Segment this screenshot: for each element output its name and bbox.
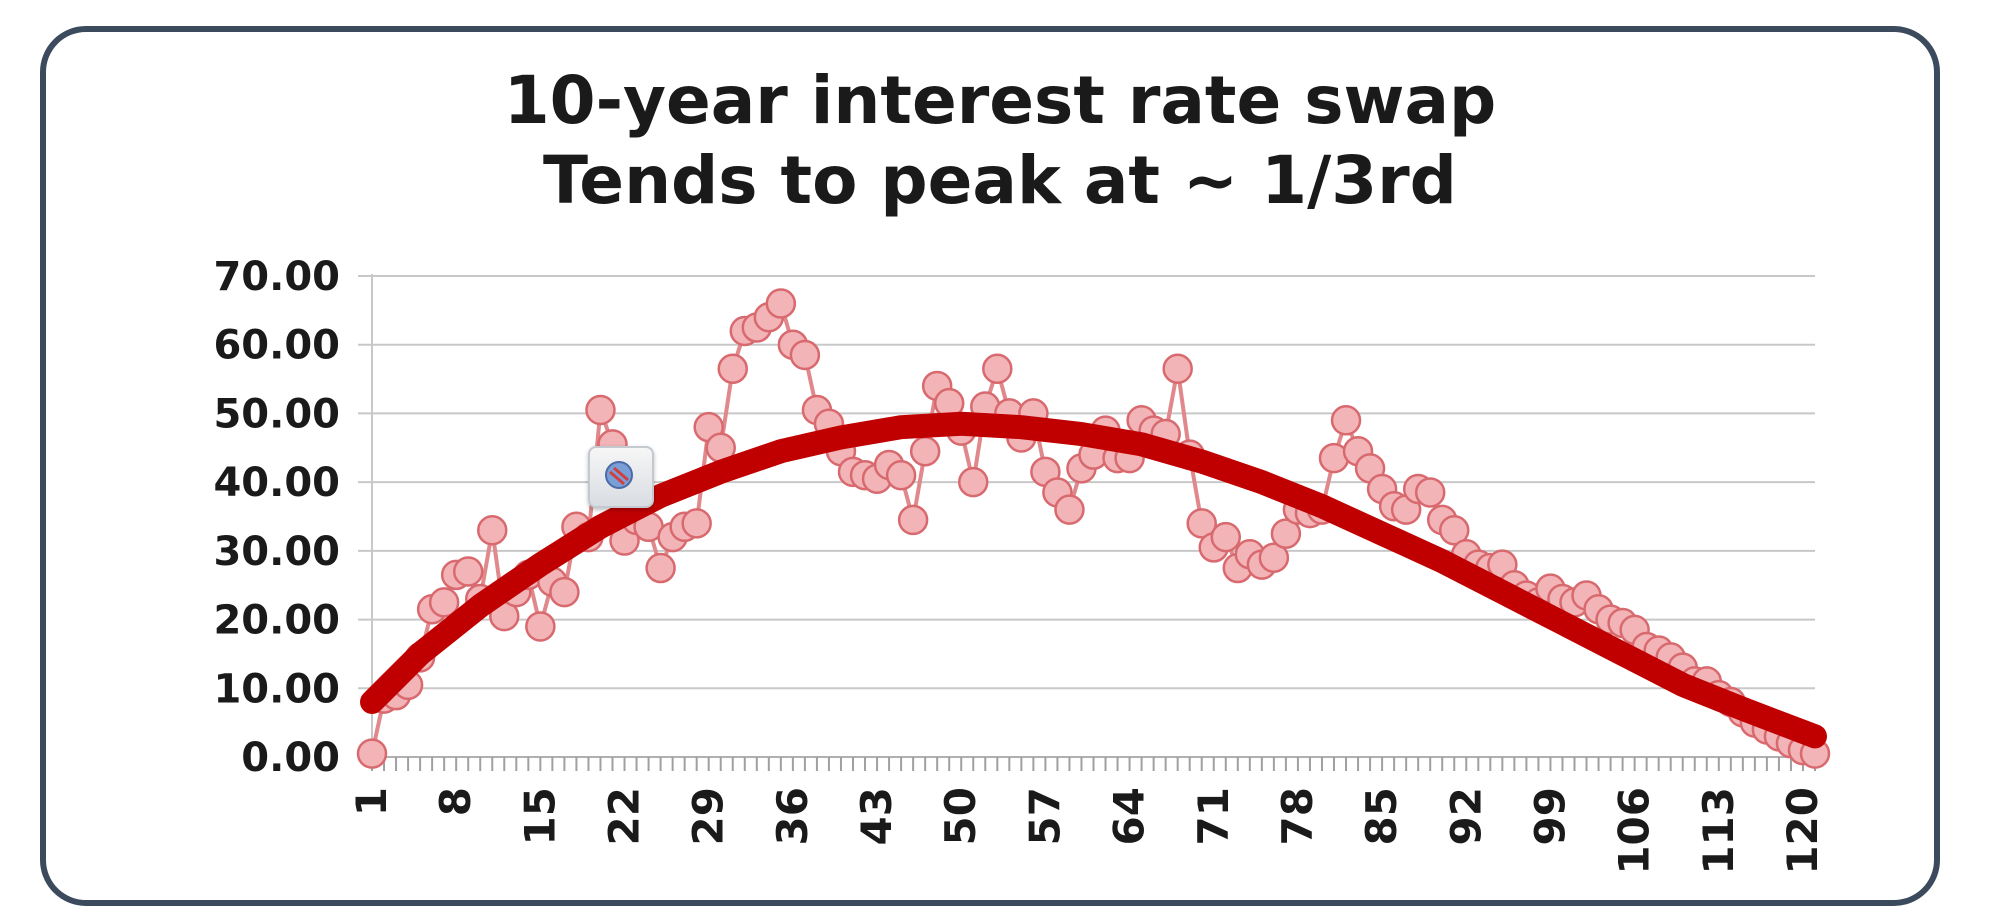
data-point xyxy=(909,435,941,467)
trendline xyxy=(360,411,1827,749)
y-tick-label: 70.00 xyxy=(213,254,340,300)
data-point xyxy=(645,552,676,584)
chart-subtitle: Tends to peak at ~ 1/3rd xyxy=(543,142,1457,219)
x-tick-label: 113 xyxy=(1694,787,1743,875)
data-point xyxy=(428,587,460,618)
data-point xyxy=(1162,353,1193,385)
x-tick-label: 43 xyxy=(852,787,901,845)
data-point xyxy=(1258,542,1290,573)
data-point xyxy=(1210,521,1242,553)
data-point xyxy=(452,556,484,587)
x-tick-label: 85 xyxy=(1357,787,1406,845)
data-point xyxy=(897,504,929,536)
data-point xyxy=(1186,508,1217,539)
x-tick-label: 99 xyxy=(1525,787,1574,845)
data-point xyxy=(585,394,616,426)
y-tick-label: 30.00 xyxy=(213,529,340,575)
y-tick-label: 0.00 xyxy=(241,735,340,781)
y-tick-label: 50.00 xyxy=(213,391,340,437)
x-tick-label: 71 xyxy=(1189,787,1238,845)
x-tick-label: 1 xyxy=(347,787,396,816)
data-point xyxy=(765,288,797,319)
data-point xyxy=(885,460,917,491)
y-tick-label: 60.00 xyxy=(213,323,340,369)
x-tick-label: 15 xyxy=(515,787,564,845)
data-point xyxy=(477,514,508,546)
x-tick-label: 8 xyxy=(431,787,480,816)
x-tick-label: 92 xyxy=(1441,787,1490,845)
data-point xyxy=(717,353,748,385)
x-tick-label: 36 xyxy=(768,787,817,845)
x-tick-label: 29 xyxy=(684,787,733,845)
x-tick-label: 78 xyxy=(1273,787,1322,845)
series-trendline xyxy=(360,411,1827,749)
chart-title: 10-year interest rate swap xyxy=(503,62,1497,139)
data-point xyxy=(681,508,712,539)
data-point xyxy=(549,576,580,608)
x-tick-label: 120 xyxy=(1778,787,1827,875)
data-point xyxy=(1054,494,1085,525)
x-tick-label: 50 xyxy=(936,787,985,845)
x-tick-label: 64 xyxy=(1105,787,1154,845)
x-axis-ticks: 1 8 15 22 29 36 43 50 57 64 71 78 85 92 99 106 113 120 xyxy=(347,787,1827,875)
y-tick-label: 20.00 xyxy=(213,598,340,644)
y-tick-label: 40.00 xyxy=(213,460,340,506)
y-axis-ticks: 0.00 10.00 20.00 30.00 40.00 50.00 60.00 70.00 xyxy=(213,254,340,781)
y-tick-label: 10.00 xyxy=(213,666,340,712)
data-point xyxy=(525,611,556,642)
data-point xyxy=(958,466,989,498)
data-point xyxy=(789,339,821,371)
data-point xyxy=(1330,405,1362,436)
data-point xyxy=(1439,514,1470,546)
data-point xyxy=(982,353,1013,385)
data-point xyxy=(1414,477,1446,508)
x-tick-label: 106 xyxy=(1610,787,1659,875)
x-tick-label: 57 xyxy=(1020,787,1069,845)
chart-object-icon[interactable] xyxy=(588,446,654,508)
data-point xyxy=(356,738,388,769)
data-point xyxy=(1270,518,1302,549)
x-tick-label: 22 xyxy=(600,787,649,845)
